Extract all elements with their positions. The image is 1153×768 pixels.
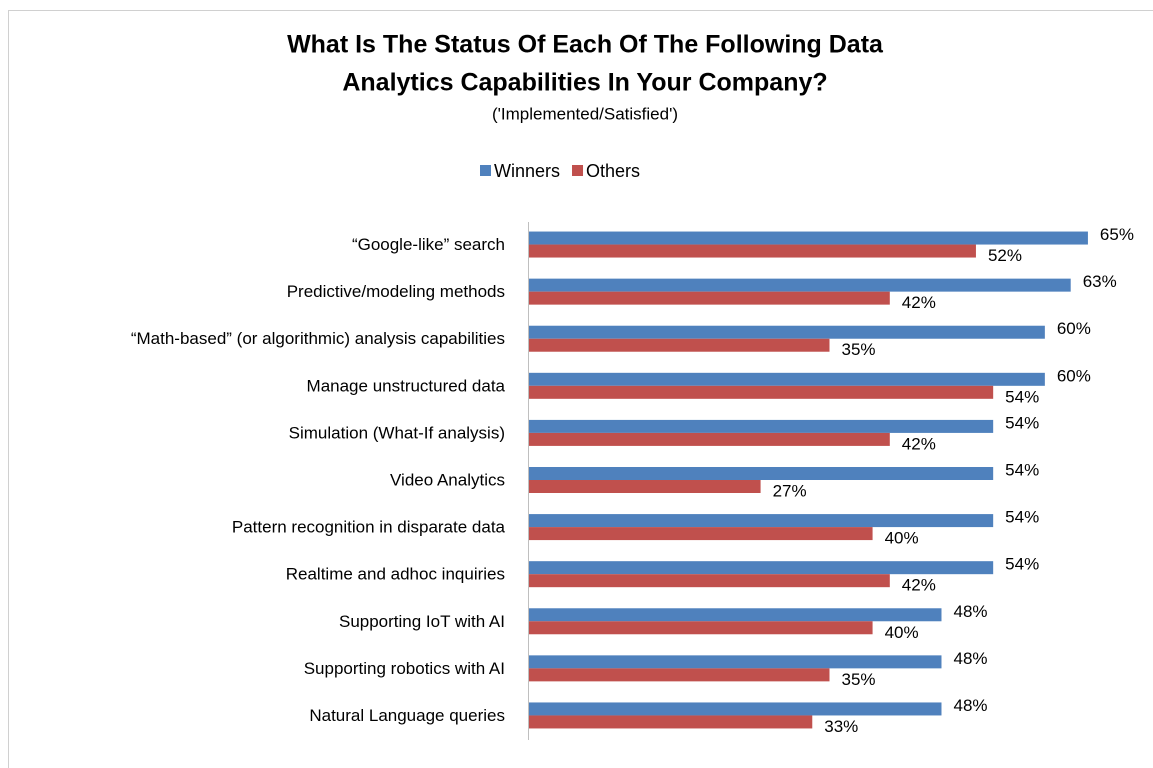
category-label: Predictive/modeling methods: [287, 282, 505, 301]
bar: [528, 715, 813, 729]
bar: [528, 527, 873, 541]
value-label: 48%: [953, 602, 987, 621]
value-label: 48%: [953, 696, 987, 715]
bar: [528, 432, 890, 446]
bar: [528, 291, 890, 305]
bar: [528, 338, 830, 352]
chart-border: [8, 10, 1153, 768]
bar: [528, 419, 994, 433]
value-label: 48%: [953, 649, 987, 668]
value-label: 54%: [1005, 387, 1039, 406]
value-label: 60%: [1057, 319, 1091, 338]
value-label: 40%: [885, 623, 919, 642]
chart-subtitle: ('Implemented/Satisfied'): [492, 104, 678, 123]
value-label: 27%: [773, 481, 807, 500]
category-label: Pattern recognition in disparate data: [232, 518, 506, 537]
bar: [528, 655, 942, 669]
bar: [528, 372, 1045, 386]
value-label: 35%: [842, 340, 876, 359]
bar: [528, 480, 761, 493]
value-label: 60%: [1057, 366, 1091, 385]
category-label: Natural Language queries: [309, 706, 505, 725]
value-label: 42%: [902, 434, 936, 453]
value-label: 54%: [1005, 555, 1039, 574]
value-label: 42%: [902, 293, 936, 312]
category-label: “Math-based” (or algorithmic) analysis c…: [131, 329, 505, 348]
bar: [528, 244, 976, 258]
bar: [528, 668, 830, 682]
chart-title: Analytics Capabilities In Your Company?: [342, 69, 827, 97]
value-label: 54%: [1005, 508, 1039, 527]
bar: [528, 702, 942, 716]
bar: [528, 561, 994, 575]
category-label: Supporting robotics with AI: [304, 659, 505, 678]
chart-title: What Is The Status Of Each Of The Follow…: [287, 31, 884, 59]
value-label: 54%: [1005, 460, 1039, 479]
bar: [528, 231, 1088, 245]
legend-swatch: [480, 165, 491, 176]
value-label: 54%: [1005, 413, 1039, 432]
value-label: 65%: [1100, 225, 1134, 244]
bar: [528, 608, 942, 622]
legend-swatch: [572, 165, 584, 176]
bar: [528, 467, 994, 480]
category-label: Realtime and adhoc inquiries: [286, 565, 505, 584]
value-label: 63%: [1083, 272, 1117, 291]
bar: [528, 325, 1045, 339]
category-label: Simulation (What-If analysis): [289, 423, 505, 442]
legend-label: Winners: [494, 161, 560, 181]
bar: [528, 385, 994, 399]
bar: [528, 574, 890, 588]
category-label: Video Analytics: [390, 470, 505, 489]
category-label: “Google-like” search: [352, 235, 505, 254]
value-label: 52%: [988, 246, 1022, 265]
bar: [528, 278, 1071, 292]
value-label: 42%: [902, 576, 936, 595]
value-label: 33%: [824, 717, 858, 736]
legend-label: Others: [586, 161, 640, 181]
bar: [528, 621, 873, 635]
value-label: 35%: [842, 670, 876, 689]
bar: [528, 514, 994, 528]
category-label: Manage unstructured data: [307, 376, 506, 395]
value-label: 40%: [885, 529, 919, 548]
category-label: Supporting IoT with AI: [339, 612, 505, 631]
